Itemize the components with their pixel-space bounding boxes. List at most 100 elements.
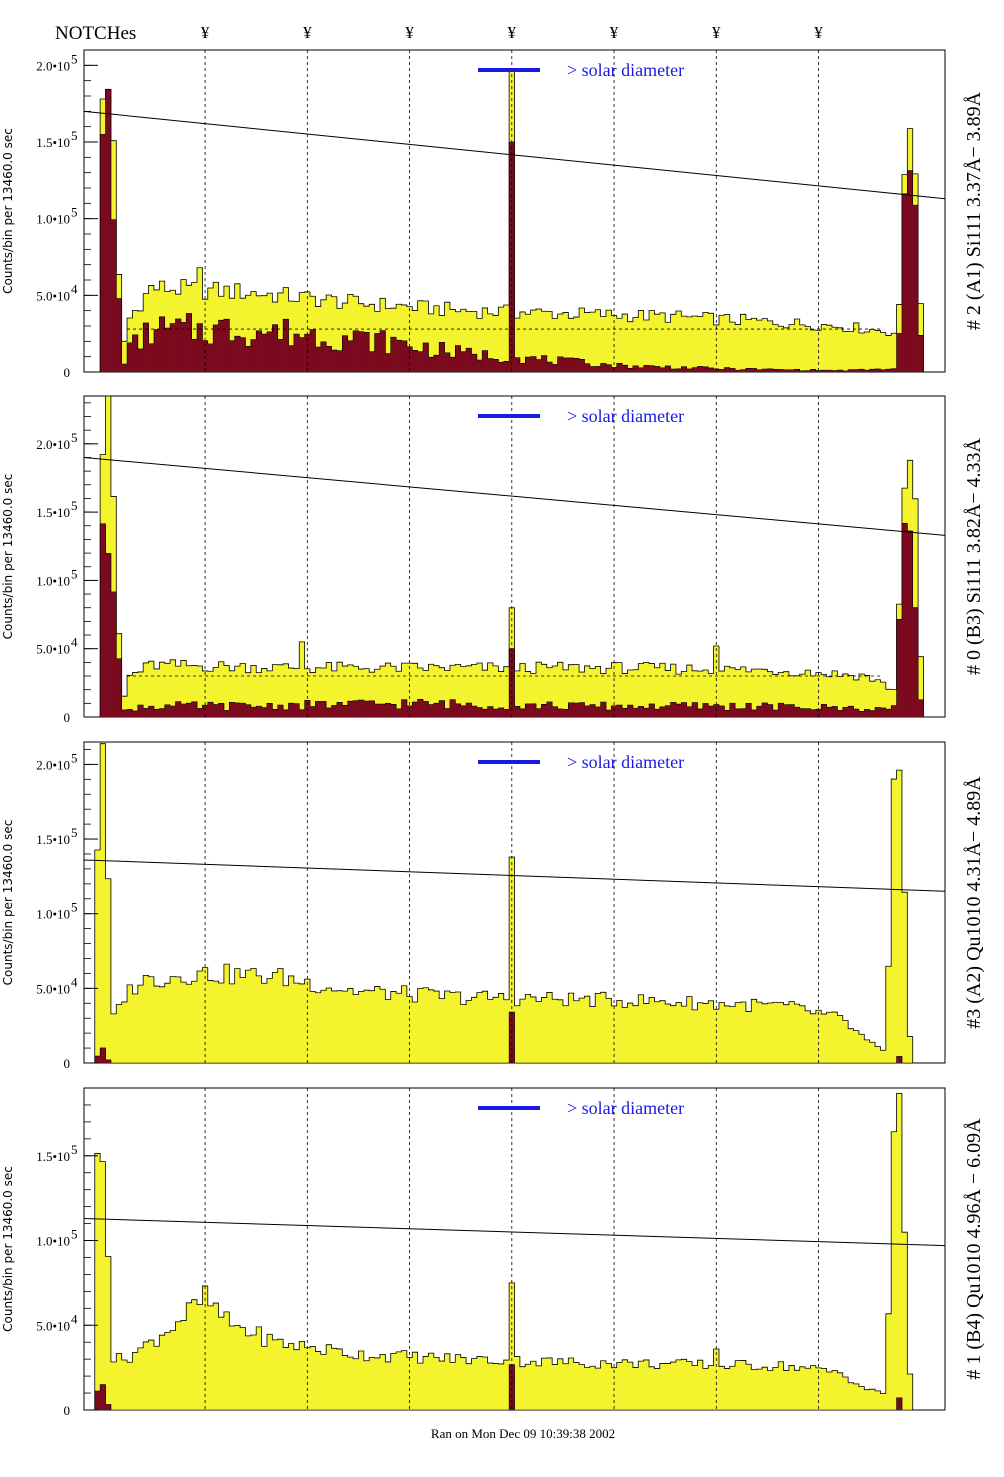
total-bar: [175, 666, 182, 717]
sub-bar: [385, 353, 392, 372]
sub-bar: [783, 369, 790, 372]
sub-bar: [810, 709, 817, 717]
y-tick-label: 0: [64, 1056, 71, 1071]
sub-bar: [401, 699, 408, 717]
sub-bar: [638, 367, 644, 372]
sub-bar: [724, 367, 731, 372]
total-bar: [369, 1357, 375, 1410]
sub-bar: [272, 324, 279, 372]
total-bar: [579, 1364, 585, 1410]
total-bar: [412, 663, 418, 717]
total-bar: [557, 314, 564, 372]
total-bar: [552, 318, 558, 372]
total-bar: [670, 1005, 677, 1063]
total-bar: [503, 304, 510, 372]
sub-bar: [589, 704, 596, 717]
total-bar: [632, 317, 639, 372]
total-bar: [482, 1357, 488, 1410]
sub-bar: [466, 348, 472, 372]
total-bar: [557, 1358, 564, 1410]
total-bar: [175, 976, 182, 1063]
total-bar: [180, 660, 187, 717]
total-bar: [918, 656, 924, 717]
total-bar: [584, 665, 591, 717]
sub-bar: [417, 351, 424, 372]
y-tick-exponent: 4: [71, 1311, 78, 1326]
sub-bar: [277, 339, 284, 372]
total-bar: [718, 1366, 725, 1410]
total-bar: [148, 976, 155, 1063]
sub-bar: [455, 345, 461, 372]
total-bar: [401, 1350, 408, 1410]
y-tick-label: 1.5•10: [36, 505, 70, 520]
total-bar: [643, 662, 650, 717]
total-bar: [627, 669, 634, 717]
sub-bar: [810, 369, 817, 372]
total-bar: [745, 1364, 752, 1410]
total-bar: [299, 292, 305, 372]
sub-bar: [681, 366, 687, 372]
total-bar: [831, 1012, 838, 1063]
total-bar: [428, 664, 435, 717]
total-bar: [783, 1004, 790, 1063]
sub-bar: [616, 363, 623, 372]
total-bar: [541, 311, 548, 372]
total-bar: [320, 1354, 327, 1410]
total-bar: [810, 675, 817, 717]
total-bar: [471, 664, 478, 717]
total-bar: [697, 316, 704, 372]
total-bar: [385, 999, 392, 1063]
total-bar: [428, 989, 435, 1063]
panel-b3-si111: 05.0•10 41.0•10 51.5•10 52.0•10 5Counts/bin …: [1, 395, 985, 725]
sub-bar: [530, 703, 537, 717]
total-bar: [632, 1367, 639, 1410]
total-bar: [745, 319, 752, 372]
total-bar: [681, 316, 687, 372]
total-bar: [837, 1372, 844, 1410]
total-bar: [159, 986, 166, 1063]
total-bar: [342, 666, 348, 717]
total-bar: [331, 296, 338, 372]
sub-bar: [762, 702, 768, 717]
sub-bar: [299, 709, 305, 717]
total-bar: [552, 665, 558, 717]
sub-bar: [762, 368, 768, 372]
sub-bar: [390, 337, 397, 372]
total-bar: [762, 669, 768, 717]
sub-bar: [428, 357, 435, 372]
total-bar: [105, 1256, 112, 1410]
total-bar: [433, 665, 440, 717]
total-bar: [240, 298, 246, 372]
sub-bar: [842, 707, 849, 717]
total-bar: [444, 990, 451, 1063]
total-bar: [492, 315, 499, 372]
total-bar: [266, 978, 273, 1063]
sub-bar: [654, 709, 661, 717]
total-bar: [444, 670, 451, 717]
total-bar: [654, 667, 661, 717]
total-bar: [466, 1000, 472, 1063]
total-bar: [842, 1020, 849, 1063]
sub-bar: [487, 358, 494, 372]
total-bar: [530, 310, 537, 372]
sub-bar: [901, 523, 908, 717]
y-tick-label: 5.0•10: [36, 288, 70, 303]
total-bar: [541, 997, 548, 1063]
total-bar: [336, 1348, 343, 1410]
sub-bar: [121, 364, 128, 372]
total-bar: [401, 663, 408, 717]
total-bar: [197, 665, 203, 717]
sub-bar: [180, 322, 187, 372]
total-bar: [885, 335, 892, 372]
sub-bar: [546, 362, 553, 372]
total-bar: [751, 999, 757, 1063]
sub-bar: [821, 370, 827, 372]
total-bar: [336, 990, 343, 1063]
panel-a2-qu1010: 05.0•10 41.0•10 51.5•10 52.0•10 5Counts/bin …: [1, 741, 985, 1071]
sub-bar: [600, 702, 607, 717]
total-bar: [412, 1352, 418, 1410]
total-bar: [180, 1320, 187, 1410]
sub-bar: [536, 708, 542, 717]
total-bar: [293, 983, 300, 1063]
